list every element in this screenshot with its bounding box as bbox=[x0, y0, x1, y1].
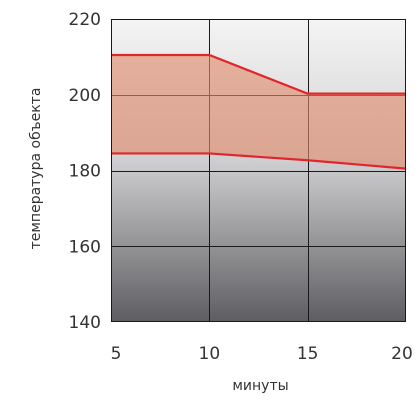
x-tick-label-15: 15 bbox=[297, 344, 319, 364]
y-tick-label-180: 180 bbox=[69, 162, 101, 182]
x-tick-label-5: 5 bbox=[111, 344, 122, 364]
plot-frame bbox=[111, 19, 406, 322]
lower-bound-line bbox=[111, 152, 407, 170]
x-tick-labels: 5 10 15 20 bbox=[111, 344, 413, 364]
x-tick-label-10: 10 bbox=[199, 344, 221, 364]
y-tick-labels: 140 160 180 200 220 bbox=[69, 10, 101, 333]
band-layer bbox=[111, 53, 407, 170]
x-tick-label-20: 20 bbox=[391, 344, 413, 364]
y-tick-label-140: 140 bbox=[69, 313, 101, 333]
y-tick-label-220: 220 bbox=[69, 10, 101, 30]
upper-bound-line bbox=[111, 53, 406, 95]
y-axis-title: температура объекта bbox=[28, 88, 44, 250]
x-axis-title: минуты bbox=[232, 378, 288, 394]
y-tick-label-200: 200 bbox=[69, 86, 101, 106]
y-tick-label-160: 160 bbox=[69, 237, 101, 257]
band-area bbox=[111, 54, 406, 169]
